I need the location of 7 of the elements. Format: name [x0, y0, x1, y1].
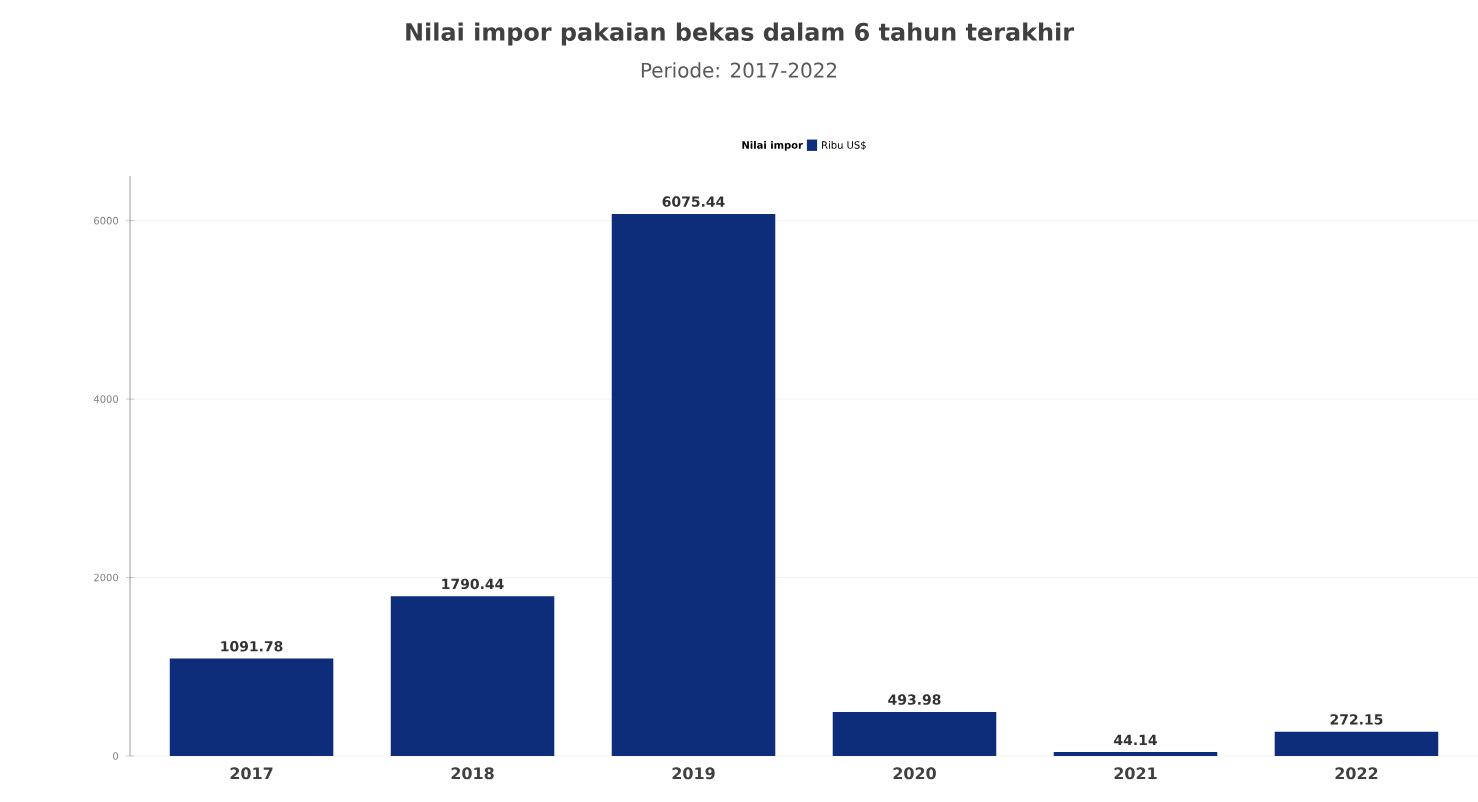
bar — [169, 658, 334, 756]
bar — [1274, 731, 1439, 756]
bar — [611, 213, 776, 756]
chart-subtitle: Periode: 2017-2022 — [641, 62, 837, 78]
chart-title: Nilai impor pakaian bekas dalam 6 tahun terakhir — [406, 22, 1074, 46]
bar — [832, 711, 997, 756]
bar — [390, 596, 555, 756]
